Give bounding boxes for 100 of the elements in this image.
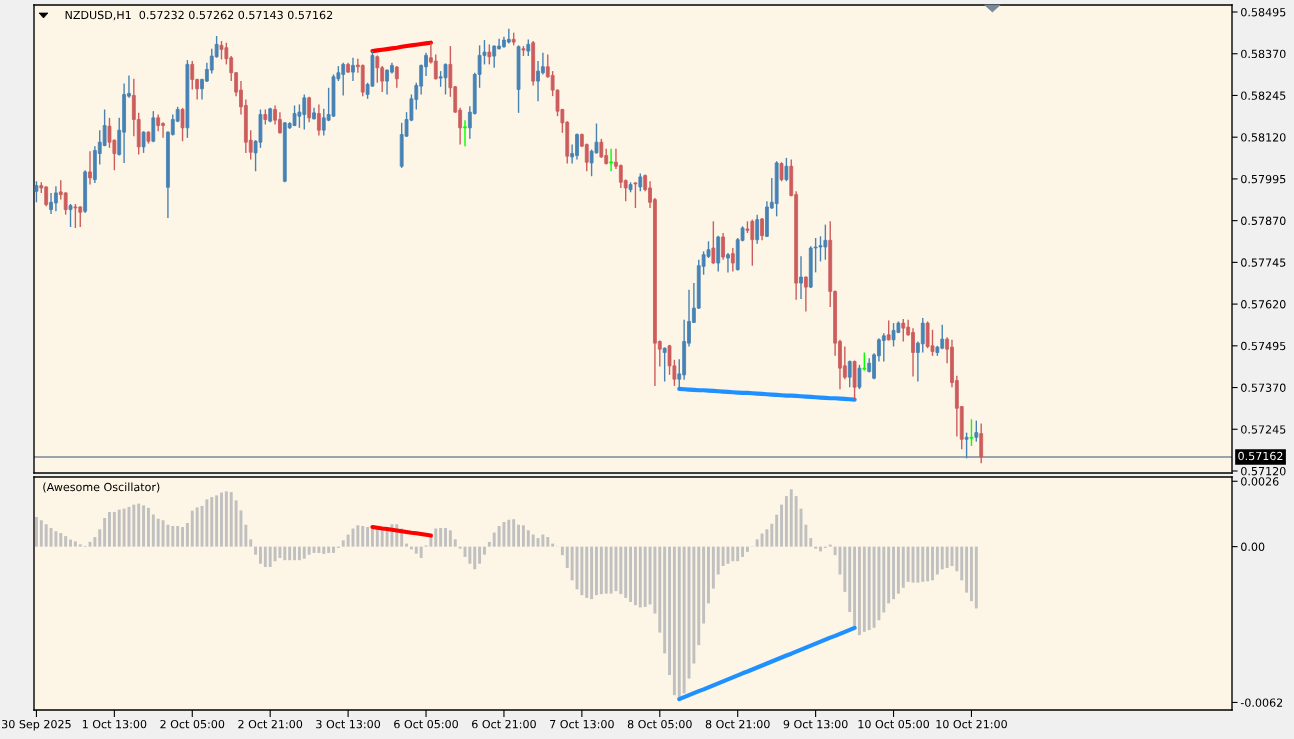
x-tick-label: 8 Oct 21:00 bbox=[705, 719, 770, 729]
bar bbox=[78, 544, 82, 547]
bar bbox=[974, 546, 978, 609]
bar bbox=[195, 507, 199, 547]
x-tick-label: 9 Oct 13:00 bbox=[783, 719, 848, 729]
bar bbox=[517, 524, 521, 547]
candlestick bbox=[726, 252, 730, 274]
bar bbox=[473, 546, 477, 570]
bar bbox=[789, 489, 793, 547]
bar bbox=[268, 546, 272, 567]
bar bbox=[619, 546, 623, 595]
bar bbox=[595, 546, 598, 596]
x-tick-label: 6 Oct 05:00 bbox=[394, 719, 458, 729]
bar bbox=[190, 510, 194, 547]
bar bbox=[98, 529, 102, 547]
bar bbox=[955, 546, 959, 572]
bar bbox=[458, 546, 462, 549]
y-tick-label: 0.58120 bbox=[1241, 133, 1286, 142]
bar bbox=[453, 539, 457, 547]
candlestick bbox=[307, 96, 312, 123]
candlestick bbox=[881, 332, 886, 363]
bar bbox=[419, 546, 423, 558]
candlestick bbox=[901, 318, 906, 343]
candlestick bbox=[394, 65, 399, 89]
bar bbox=[483, 546, 486, 555]
bar bbox=[356, 525, 360, 547]
bar bbox=[293, 546, 296, 561]
y-tick-label: 0.57245 bbox=[1241, 425, 1286, 434]
bar bbox=[521, 525, 525, 547]
candlestick bbox=[34, 180, 39, 203]
candlestick bbox=[730, 247, 735, 273]
bar bbox=[867, 546, 871, 631]
bar bbox=[940, 546, 944, 570]
bar bbox=[210, 497, 214, 547]
candlestick bbox=[804, 275, 808, 313]
candlestick bbox=[974, 419, 979, 443]
candlestick bbox=[711, 220, 716, 265]
bar bbox=[322, 546, 326, 554]
bar bbox=[332, 546, 335, 553]
candlestick bbox=[88, 150, 92, 186]
bar bbox=[935, 546, 939, 575]
bar bbox=[711, 546, 715, 589]
bar bbox=[916, 546, 920, 583]
bar bbox=[73, 541, 77, 547]
bar bbox=[258, 546, 262, 564]
candlestick bbox=[662, 346, 667, 383]
candlestick bbox=[779, 161, 784, 182]
x-tick-label: 1 Oct 13:00 bbox=[82, 719, 147, 729]
bar bbox=[775, 514, 779, 547]
chart-title: NZDUSD,H1 0.57232 0.57262 0.57143 0.57162 bbox=[65, 10, 333, 21]
bar bbox=[220, 492, 223, 547]
bar bbox=[892, 546, 895, 600]
bar bbox=[49, 528, 53, 547]
bar bbox=[161, 520, 165, 547]
bar bbox=[361, 526, 365, 547]
candlestick bbox=[979, 422, 984, 465]
bar bbox=[278, 546, 282, 558]
bar bbox=[862, 546, 866, 632]
bar bbox=[921, 546, 925, 582]
bar bbox=[263, 546, 267, 567]
candlestick bbox=[463, 119, 467, 147]
bar bbox=[229, 492, 233, 547]
x-tick-label: 3 Oct 13:00 bbox=[316, 719, 381, 729]
bar bbox=[853, 546, 857, 629]
y-tick-label: 0.57870 bbox=[1241, 216, 1286, 226]
y-tick-label: 0.57995 bbox=[1241, 174, 1286, 184]
candlestick bbox=[857, 364, 862, 390]
candlestick bbox=[818, 235, 823, 263]
candlestick bbox=[633, 181, 638, 209]
bar bbox=[439, 528, 443, 547]
bar bbox=[668, 546, 671, 676]
bar bbox=[288, 546, 292, 561]
bar bbox=[444, 528, 447, 547]
bar bbox=[317, 546, 321, 553]
bar bbox=[906, 546, 910, 582]
candlestick bbox=[433, 53, 438, 81]
bar bbox=[93, 537, 97, 547]
line-series bbox=[677, 625, 857, 702]
bar bbox=[828, 544, 832, 547]
bar bbox=[341, 540, 345, 547]
y-tick-label: 0.58370 bbox=[1241, 49, 1286, 59]
bar bbox=[414, 546, 418, 554]
bar bbox=[643, 546, 647, 607]
candlestick bbox=[506, 28, 511, 45]
bar bbox=[677, 546, 681, 698]
bar bbox=[307, 546, 311, 555]
bar bbox=[780, 504, 783, 547]
candlestick bbox=[141, 130, 146, 154]
bar bbox=[716, 546, 720, 575]
bar bbox=[770, 523, 774, 547]
y-tick-label: 0.57495 bbox=[1241, 341, 1286, 351]
bar bbox=[526, 530, 530, 547]
bar bbox=[234, 500, 238, 547]
bar bbox=[176, 526, 180, 547]
bar bbox=[405, 543, 409, 547]
bar bbox=[156, 518, 160, 547]
candlestick bbox=[492, 44, 497, 69]
bar bbox=[624, 546, 628, 598]
bar bbox=[857, 546, 861, 636]
bar bbox=[468, 546, 472, 564]
